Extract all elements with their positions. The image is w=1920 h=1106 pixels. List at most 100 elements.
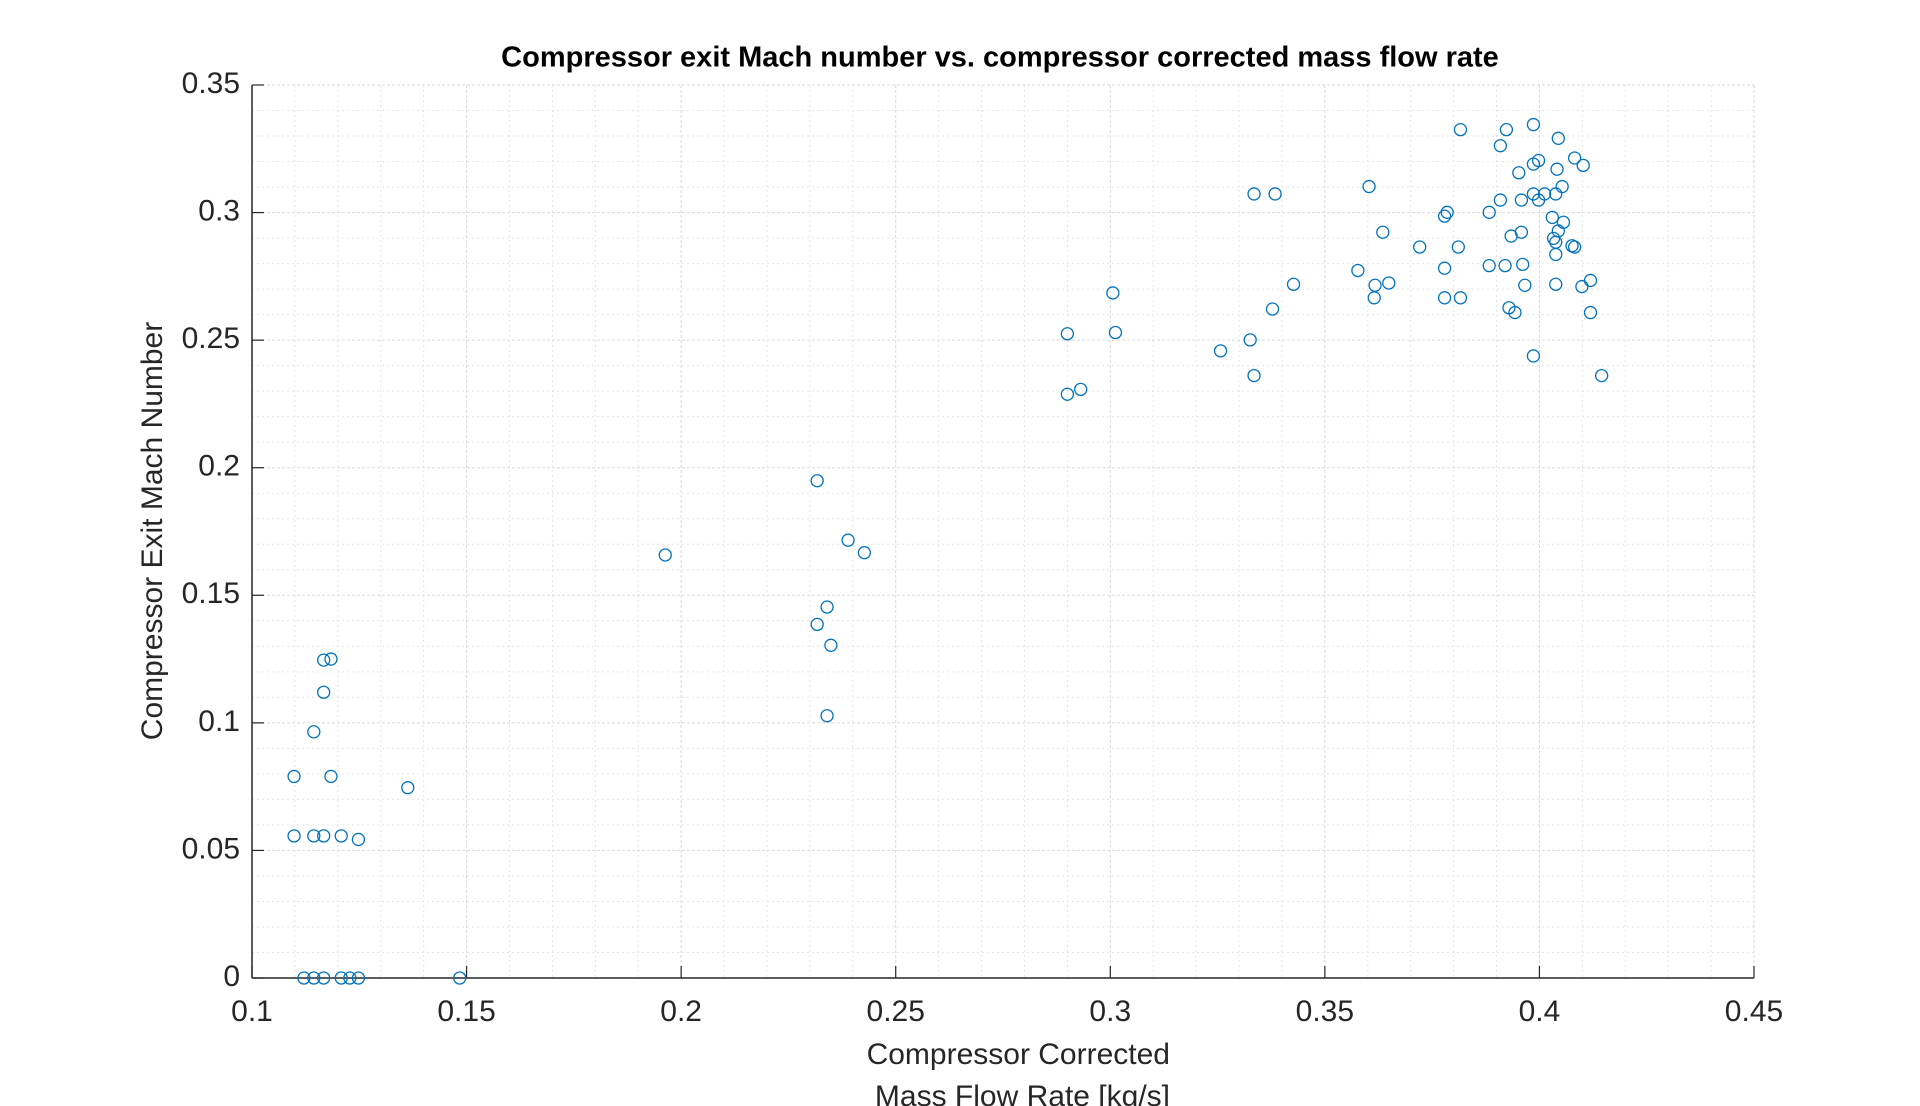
data-point [820, 600, 834, 614]
x-tick-label: 0.45 [1725, 995, 1783, 1028]
data-point [1576, 158, 1590, 173]
y-axis-label: Compressor Exit Mach Number [136, 322, 169, 740]
data-point [1537, 187, 1552, 201]
data-point [1545, 210, 1559, 225]
data-point [1526, 349, 1541, 363]
data-point [1437, 291, 1452, 305]
data-point [1518, 278, 1532, 292]
data-point [810, 474, 824, 488]
data-point [1508, 305, 1522, 320]
data-point [1074, 382, 1088, 397]
x-tick-label: 0.1 [231, 995, 273, 1028]
data-point [658, 548, 672, 562]
data-point [351, 832, 366, 847]
data-point [287, 829, 301, 843]
y-tick-label: 0.15 [182, 577, 240, 610]
data-point [1247, 368, 1261, 383]
data-point [1555, 179, 1569, 194]
data-point [317, 653, 331, 667]
y-tick-label: 0.1 [198, 705, 240, 738]
data-point [1499, 122, 1514, 137]
data-point [317, 829, 331, 843]
data-point [1531, 153, 1546, 168]
data-point [1516, 257, 1530, 272]
data-point [324, 652, 338, 666]
data-point [1213, 344, 1228, 358]
data-point [1451, 240, 1465, 254]
data-point [1514, 225, 1529, 239]
data-point [1108, 325, 1123, 340]
data-point [297, 971, 311, 985]
data-point [1549, 247, 1563, 262]
y-tick-label: 0.35 [182, 67, 240, 100]
data-point [824, 638, 838, 652]
data-point [1243, 333, 1257, 347]
data-point [1247, 187, 1261, 201]
data-point [307, 725, 321, 739]
data-point [1286, 277, 1301, 291]
data-point [1595, 368, 1609, 383]
data-point [401, 781, 415, 795]
y-tick-label: 0.25 [182, 322, 240, 355]
data-point [1567, 240, 1582, 254]
data-point [1437, 209, 1452, 223]
y-tick-label: 0 [223, 960, 240, 993]
data-point [1482, 258, 1496, 273]
data-point [1368, 278, 1382, 292]
x-tick-label: 0.2 [660, 995, 702, 1028]
data-point [1060, 327, 1075, 341]
data-point [1440, 205, 1454, 219]
x-tick-label: 0.15 [437, 995, 495, 1028]
data-point [307, 829, 321, 843]
data-point [1556, 215, 1571, 229]
data-point [1265, 302, 1280, 316]
data-point [1550, 162, 1564, 176]
data-point [1268, 187, 1282, 201]
data-point [1362, 179, 1376, 194]
data-point [1453, 122, 1468, 137]
data-point [1376, 225, 1390, 239]
data-point [1549, 235, 1563, 249]
data-point [307, 971, 321, 985]
x-tick-label: 0.3 [1089, 995, 1131, 1028]
x-axis-label: Mass Flow Rate [kg/s] [875, 1080, 1170, 1106]
data-point [1549, 187, 1563, 201]
chart-title: Compressor exit Mach number vs. compress… [501, 42, 1499, 74]
data-point [324, 769, 338, 784]
data-point [1413, 240, 1427, 254]
data-point [1351, 263, 1365, 278]
data-point [1549, 277, 1563, 291]
x-tick-label: 0.35 [1296, 995, 1354, 1028]
data-point [317, 685, 331, 699]
data-point [841, 533, 855, 547]
data-point [1498, 258, 1512, 273]
data-point [1512, 166, 1526, 180]
data-point [1551, 131, 1565, 145]
data-point [1583, 273, 1598, 288]
data-point [1382, 276, 1396, 290]
data-point [351, 971, 366, 985]
data-point [334, 829, 348, 843]
y-tick-label: 0.2 [198, 450, 240, 483]
data-point [317, 971, 331, 985]
data-point [1514, 193, 1529, 207]
data-point [1567, 151, 1582, 165]
data-point [1367, 291, 1381, 305]
data-point [1060, 387, 1075, 401]
data-point [334, 971, 348, 985]
data-point [1493, 193, 1508, 207]
x-axis-label: Compressor Corrected [867, 1038, 1170, 1071]
data-point [287, 769, 301, 784]
y-tick-label: 0.3 [198, 194, 240, 227]
data-point [1453, 291, 1468, 305]
data-point [1106, 286, 1120, 300]
x-tick-label: 0.25 [867, 995, 925, 1028]
x-tick-label: 0.4 [1519, 995, 1561, 1028]
data-point [1437, 261, 1452, 275]
data-point [857, 546, 872, 560]
data-point [1526, 117, 1541, 132]
data-point [453, 971, 467, 985]
data-point [343, 971, 357, 985]
